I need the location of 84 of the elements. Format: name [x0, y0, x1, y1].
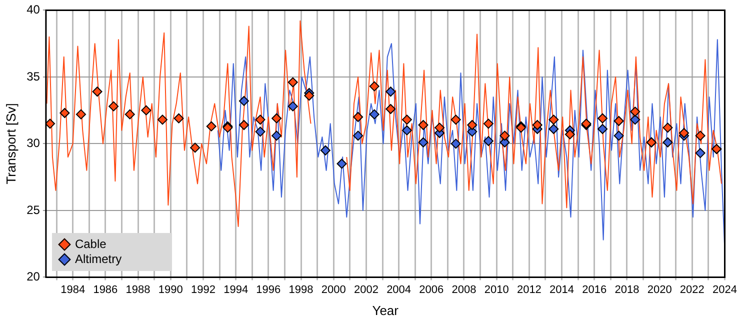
point [46, 118, 56, 129]
point [483, 118, 494, 129]
point [402, 114, 412, 125]
point [450, 114, 461, 125]
point [548, 124, 559, 134]
point [288, 101, 298, 112]
x-tick-label: 1990 [158, 284, 183, 296]
point [353, 130, 364, 141]
x-tick-label: 2024 [712, 284, 738, 296]
point [695, 148, 706, 158]
point [418, 120, 428, 130]
point [402, 125, 412, 136]
point [532, 120, 542, 130]
x-tick-label: 2014 [550, 284, 574, 296]
point [630, 106, 640, 117]
point [614, 130, 624, 141]
point [564, 129, 575, 140]
point [679, 128, 690, 138]
point [304, 90, 314, 101]
x-tick-label: 2018 [614, 284, 640, 296]
point [272, 113, 282, 124]
point [695, 130, 706, 141]
y-tick-label: 20 [26, 270, 40, 284]
point [141, 105, 152, 116]
point [92, 86, 102, 97]
point [108, 101, 119, 112]
y-tick-label: 25 [26, 202, 40, 217]
point [190, 142, 200, 153]
point [630, 114, 640, 125]
point [386, 104, 396, 114]
legend-label: Altimetry [74, 252, 122, 268]
point [467, 120, 478, 130]
point [336, 158, 347, 169]
point [450, 138, 461, 149]
x-tick-label: 1986 [93, 284, 118, 296]
y-axis-title: Transport [Sv] [3, 103, 18, 184]
x-tick-label: 2022 [680, 284, 704, 296]
point [255, 114, 266, 125]
point [255, 126, 266, 137]
legend-label: Cable [74, 237, 106, 252]
point [369, 81, 380, 92]
point [206, 121, 216, 132]
x-tick-label: 2016 [582, 284, 607, 296]
point [386, 86, 396, 97]
point [418, 137, 428, 148]
point [500, 130, 510, 141]
x-tick-label: 1996 [256, 284, 281, 296]
point [124, 109, 135, 120]
point [76, 109, 86, 120]
y-tick-label: 40 [26, 2, 40, 17]
x-tick-label: 1998 [288, 284, 314, 296]
x-tick-label: 2008 [452, 284, 476, 296]
point [662, 137, 673, 148]
point [548, 114, 559, 125]
point [272, 130, 282, 141]
point [60, 108, 70, 118]
x-tick-label: 2004 [386, 284, 412, 296]
point [238, 96, 249, 106]
point [483, 136, 494, 146]
x-tick-label: 1992 [190, 284, 216, 296]
y-tick-label: 35 [26, 69, 40, 84]
point [369, 109, 380, 120]
x-tick-label: 2002 [354, 284, 378, 296]
point [598, 124, 608, 134]
point [598, 113, 608, 124]
point [434, 122, 445, 133]
x-tick-label: 1988 [126, 284, 150, 296]
point [614, 116, 624, 126]
y-tick-label: 30 [26, 136, 40, 150]
x-tick-label: 2000 [321, 284, 346, 296]
x-tick-label: 2020 [647, 284, 672, 296]
x-tick-label: 2006 [419, 284, 444, 296]
point [238, 120, 249, 130]
x-tick-label: 1994 [224, 284, 248, 296]
point [662, 122, 673, 133]
x-tick-label: 2012 [516, 284, 542, 296]
point [320, 145, 330, 156]
x-tick-label: 1984 [60, 284, 86, 296]
x-axis-title: Year [372, 302, 400, 318]
point [157, 114, 168, 125]
point [288, 77, 298, 88]
point [353, 112, 364, 122]
point [174, 113, 184, 124]
x-tick-label: 2010 [484, 284, 509, 296]
